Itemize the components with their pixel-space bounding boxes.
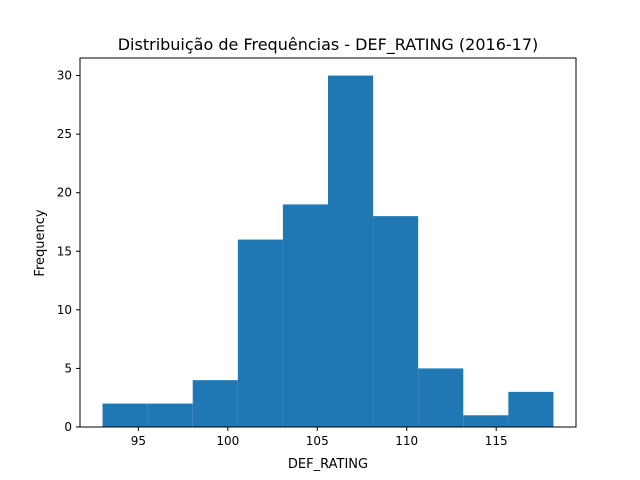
- x-axis-label: DEF_RATING: [288, 457, 368, 472]
- histogram-bar: [373, 216, 419, 427]
- chart-title: Distribuição de Frequências - DEF_RATING…: [118, 35, 539, 55]
- y-tick-label: 10: [57, 303, 72, 317]
- y-tick-label: 30: [57, 69, 72, 83]
- histogram-bar: [282, 204, 328, 427]
- x-tick-label: 115: [485, 434, 508, 448]
- histogram-bar: [237, 239, 283, 427]
- y-axis-label: Frequency: [33, 209, 48, 276]
- histogram-bar: [328, 75, 374, 428]
- plot-frame: [79, 57, 577, 428]
- y-tick-label: 5: [64, 361, 72, 375]
- x-tick-label: 105: [306, 434, 329, 448]
- x-tick-label: 95: [131, 434, 146, 448]
- histogram-bar: [102, 403, 148, 427]
- y-tick-label: 0: [64, 420, 72, 434]
- y-tick-label: 20: [57, 186, 72, 200]
- histogram-bar: [192, 380, 238, 427]
- x-tick-label: 100: [216, 434, 239, 448]
- axes-group: 95 100 105 110 115 0 5 10 15 20 25 30: [57, 57, 577, 448]
- histogram-bar: [463, 415, 509, 427]
- histogram-bar: [418, 368, 464, 427]
- y-tick-label: 15: [57, 244, 72, 258]
- histogram-bar: [147, 403, 193, 427]
- bars-group: [102, 75, 554, 428]
- histogram-bar: [508, 391, 554, 427]
- x-tick-label: 110: [395, 434, 418, 448]
- y-tick-label: 25: [57, 127, 72, 141]
